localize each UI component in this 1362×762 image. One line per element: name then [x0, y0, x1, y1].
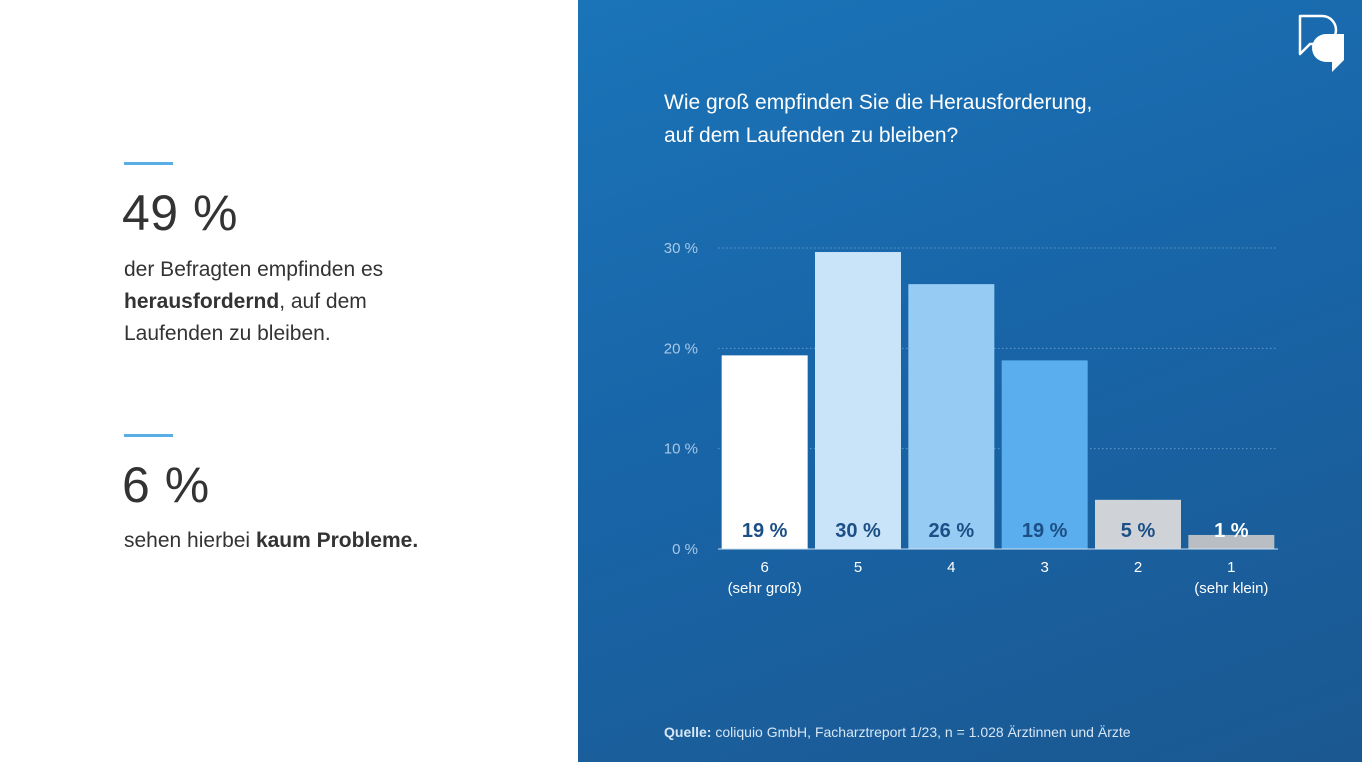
stat2-bold: kaum Probleme.	[255, 529, 419, 552]
source-note: Quelle: coliquio GmbH, Facharztreport 1/…	[664, 724, 1131, 740]
x-tick-label: 1	[1227, 559, 1235, 576]
y-tick-label: 10 %	[664, 441, 698, 458]
x-tick-sublabel: (sehr groß)	[728, 580, 802, 597]
chart-panel: Wie groß empfinden Sie die Herausforderu…	[578, 0, 1362, 762]
accent-line-1	[124, 162, 173, 165]
x-tick-label: 4	[947, 559, 955, 576]
stat1-line3: Laufenden zu bleiben.	[124, 322, 331, 345]
stat1-bold: herausfordernd	[124, 290, 280, 313]
chart-title: Wie groß empfinden Sie die Herausforderu…	[664, 86, 1092, 152]
left-panel: 49 % der Befragten empfinden es herausfo…	[0, 0, 578, 762]
chart-title-line-1: Wie groß empfinden Sie die Herausforderu…	[664, 91, 1093, 114]
x-tick-label: 6	[760, 559, 768, 576]
source-label: Quelle:	[664, 724, 712, 740]
stat2-text: sehen hierbei	[124, 529, 256, 552]
data-label: 19 %	[742, 520, 788, 542]
y-tick-label: 0 %	[672, 541, 698, 558]
bar	[1095, 499, 1181, 549]
data-label: 30 %	[835, 520, 881, 542]
x-tick-label: 5	[854, 559, 862, 576]
accent-line-2	[124, 434, 173, 437]
stat-description-2: sehen hierbei kaum Probleme.	[124, 525, 418, 557]
data-label: 19 %	[1022, 520, 1068, 542]
bar	[1001, 360, 1088, 549]
source-text: coliquio GmbH, Facharztreport 1/23, n = …	[711, 724, 1131, 740]
stat1-line2-rest: , auf dem	[279, 290, 367, 313]
stat-value-1: 49 %	[122, 185, 238, 241]
coliquio-logo-icon	[1298, 14, 1344, 72]
bar-chart: 0 % 10 % 20 % 30 % 19 % 6 (sehr groß) 30 % 5 26 %…	[664, 240, 1278, 597]
x-tick-sublabel: (sehr klein)	[1194, 580, 1268, 597]
x-tick-label: 3	[1040, 559, 1048, 576]
y-tick-label: 20 %	[664, 340, 698, 357]
chart-title-line-2: auf dem Laufenden zu bleiben?	[664, 124, 959, 147]
y-tick-label: 30 %	[664, 240, 698, 257]
data-label: 5 %	[1121, 520, 1156, 542]
bar	[815, 252, 901, 549]
bar	[721, 355, 808, 549]
stat-description-1: der Befragten empfinden es herausfordern…	[124, 254, 383, 350]
stat1-line1: der Befragten empfinden es	[124, 258, 384, 281]
bar	[908, 284, 995, 549]
stat-value-2: 6 %	[122, 457, 210, 513]
x-tick-label: 2	[1134, 559, 1142, 576]
bar	[1188, 534, 1275, 549]
data-label: 1 %	[1214, 520, 1249, 542]
data-label: 26 %	[929, 520, 975, 542]
